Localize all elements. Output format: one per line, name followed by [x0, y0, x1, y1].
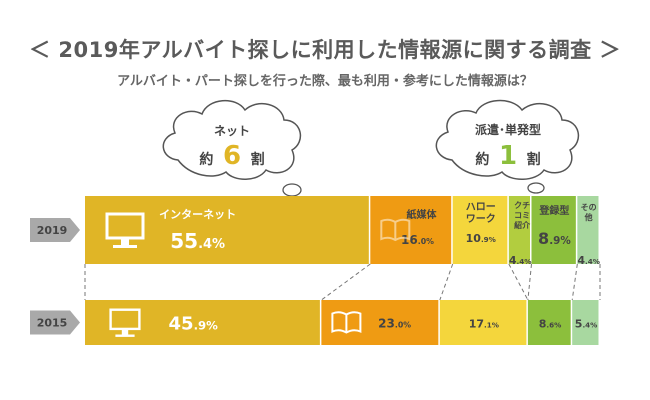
callout-internet-label: ネット [214, 124, 250, 138]
value-label-2015-5: 5.4% [575, 318, 598, 331]
value-label-2019-5: 4.4% [577, 254, 600, 267]
year-tab-2015 [30, 310, 80, 335]
callout-haken-prefix: 約 [475, 151, 489, 168]
callout-internet-prefix: 約 [199, 151, 213, 168]
connector-line-4 [527, 263, 533, 301]
year-label-2019: 2019 [37, 224, 68, 237]
monitor-icon-2019 [105, 212, 145, 248]
chart-subtitle: アルバイト・パート探しを行った際、最も利用・参考にした情報源は？ [117, 74, 533, 89]
callout-bubble-haken: 派遣･単発型 約 1 割 [435, 99, 580, 207]
year-label-2015: 2015 [37, 317, 68, 330]
svg-text:約 1 割: 約 1 割 [475, 141, 540, 171]
callout-haken-suffix: 割 [527, 151, 541, 168]
bar-2015-5 [572, 300, 599, 345]
year-tab-2019 [30, 218, 80, 242]
value-label-2019-0: 55.4% [170, 229, 225, 253]
category-label-4: 登録型 [538, 204, 569, 217]
connector-line-3 [508, 263, 529, 301]
bar-2015-2 [439, 300, 527, 345]
connector-line-5 [571, 263, 578, 301]
connector-line-2 [439, 263, 454, 301]
value-label-2015-2: 17.1% [469, 318, 499, 331]
monitor-icon-2015 [109, 308, 141, 337]
category-label-3: クチコミ紹介 [514, 200, 531, 230]
bar-2019-0 [85, 196, 369, 264]
book-icon-2019 [380, 218, 411, 242]
value-label-2015-0: 45.9% [169, 314, 219, 335]
bar-2015-4 [527, 300, 571, 345]
category-label-5: その他 [581, 203, 597, 222]
callout-bubble-internet: ネット 約 6 割 [162, 100, 315, 211]
bar-2015-1 [321, 300, 439, 345]
callout-haken-number: 1 [499, 141, 517, 171]
category-label-1: 紙媒体 [407, 208, 438, 221]
chart-title: ＜ 2019年アルバイト探しに利用した情報源に関する調査 ＞ [29, 38, 621, 62]
bar-2019-2 [452, 196, 508, 264]
callout-internet-suffix: 割 [251, 151, 265, 168]
category-label-2: ハローワーク [466, 202, 496, 225]
bar-2015-0 [85, 300, 320, 345]
bar-2019-3 [508, 196, 531, 264]
value-label-2015-1: 23.0% [378, 317, 411, 331]
value-label-2019-2: 10.9% [466, 232, 496, 245]
bar-2019-5 [577, 196, 599, 264]
value-label-2019-3: 4.4% [509, 254, 532, 267]
callout-haken-label: 派遣･単発型 [475, 122, 541, 137]
bar-2019-4 [531, 196, 576, 264]
connector-line-1 [321, 263, 371, 301]
book-icon-2015 [331, 311, 362, 334]
category-label-0: インターネット [159, 208, 236, 221]
callout-internet-number: 6 [223, 141, 241, 171]
value-label-2015-4: 8.6% [539, 318, 562, 331]
svg-text:約 6 割: 約 6 割 [199, 141, 264, 171]
bar-2019-1 [370, 196, 452, 264]
value-label-2019-4: 8.9% [538, 229, 571, 248]
